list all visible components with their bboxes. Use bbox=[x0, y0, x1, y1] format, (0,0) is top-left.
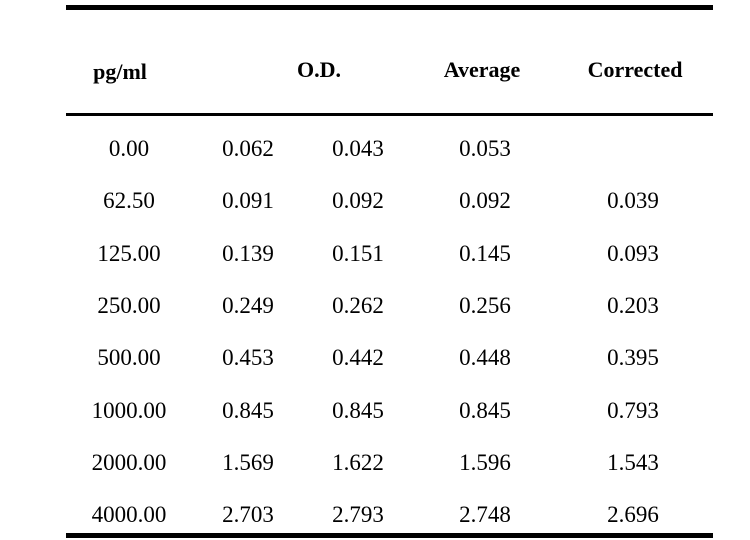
table-cell-od1: 0.845 bbox=[222, 397, 274, 423]
top-rule bbox=[66, 5, 713, 10]
table-cell-od2: 0.442 bbox=[332, 345, 384, 371]
table-cell-conc: 62.50 bbox=[103, 188, 155, 214]
header-rule bbox=[66, 113, 713, 116]
table-cell-od2: 0.151 bbox=[332, 240, 384, 266]
table-cell-conc: 500.00 bbox=[97, 345, 161, 371]
table-cell-avg: 0.448 bbox=[459, 345, 511, 371]
table-cell-od1: 0.139 bbox=[222, 240, 274, 266]
table-cell-od2: 2.793 bbox=[332, 502, 384, 528]
table-cell-avg: 2.748 bbox=[459, 502, 511, 528]
header-corrected: Corrected bbox=[587, 57, 683, 82]
table-cell-od2: 1.622 bbox=[332, 449, 384, 475]
table-cell-avg: 1.596 bbox=[459, 449, 511, 475]
table-cell-avg: 0.145 bbox=[459, 240, 511, 266]
table-cell-od1: 2.703 bbox=[222, 502, 274, 528]
table-cell-od2: 0.262 bbox=[332, 292, 384, 318]
header-concentration: pg/ml bbox=[93, 59, 147, 84]
table-cell-conc: 2000.00 bbox=[91, 449, 167, 475]
header-average: Average bbox=[443, 57, 521, 82]
table-cell-avg: 0.092 bbox=[459, 188, 511, 214]
table-cell-od1: 1.569 bbox=[222, 449, 274, 475]
table-cell-od1: 0.091 bbox=[222, 188, 274, 214]
table-cell-avg: 0.053 bbox=[459, 136, 511, 161]
table-cell-od2: 0.845 bbox=[332, 397, 384, 423]
table-cell-od2: 0.092 bbox=[332, 188, 384, 214]
table-cell-conc: 250.00 bbox=[97, 292, 161, 318]
table-cell-avg: 0.256 bbox=[459, 292, 511, 318]
table-cell-corr: 0.039 bbox=[607, 188, 659, 214]
table-cell-conc: 0.00 bbox=[108, 136, 150, 161]
table-cell-corr: 0.203 bbox=[607, 292, 659, 318]
table-cell-avg: 0.845 bbox=[459, 397, 511, 423]
header-od: O.D. bbox=[297, 57, 341, 82]
table-cell-corr: 0.395 bbox=[607, 345, 659, 371]
table-cell-conc: 4000.00 bbox=[91, 502, 167, 528]
table-cell-corr: 2.696 bbox=[607, 502, 659, 528]
table-cell-od1: 0.062 bbox=[222, 136, 274, 161]
table-cell-conc: 125.00 bbox=[97, 240, 161, 266]
table-cell-od1: 0.249 bbox=[222, 292, 274, 318]
table-cell-corr: 0.793 bbox=[607, 397, 659, 423]
table-cell-od1: 0.453 bbox=[222, 345, 274, 371]
table-cell-corr: 0.093 bbox=[607, 240, 659, 266]
table-cell-corr: 1.543 bbox=[607, 449, 659, 475]
table-cell-conc: 1000.00 bbox=[91, 397, 167, 423]
bottom-rule bbox=[66, 533, 713, 538]
table-cell-od2: 0.043 bbox=[332, 136, 384, 161]
